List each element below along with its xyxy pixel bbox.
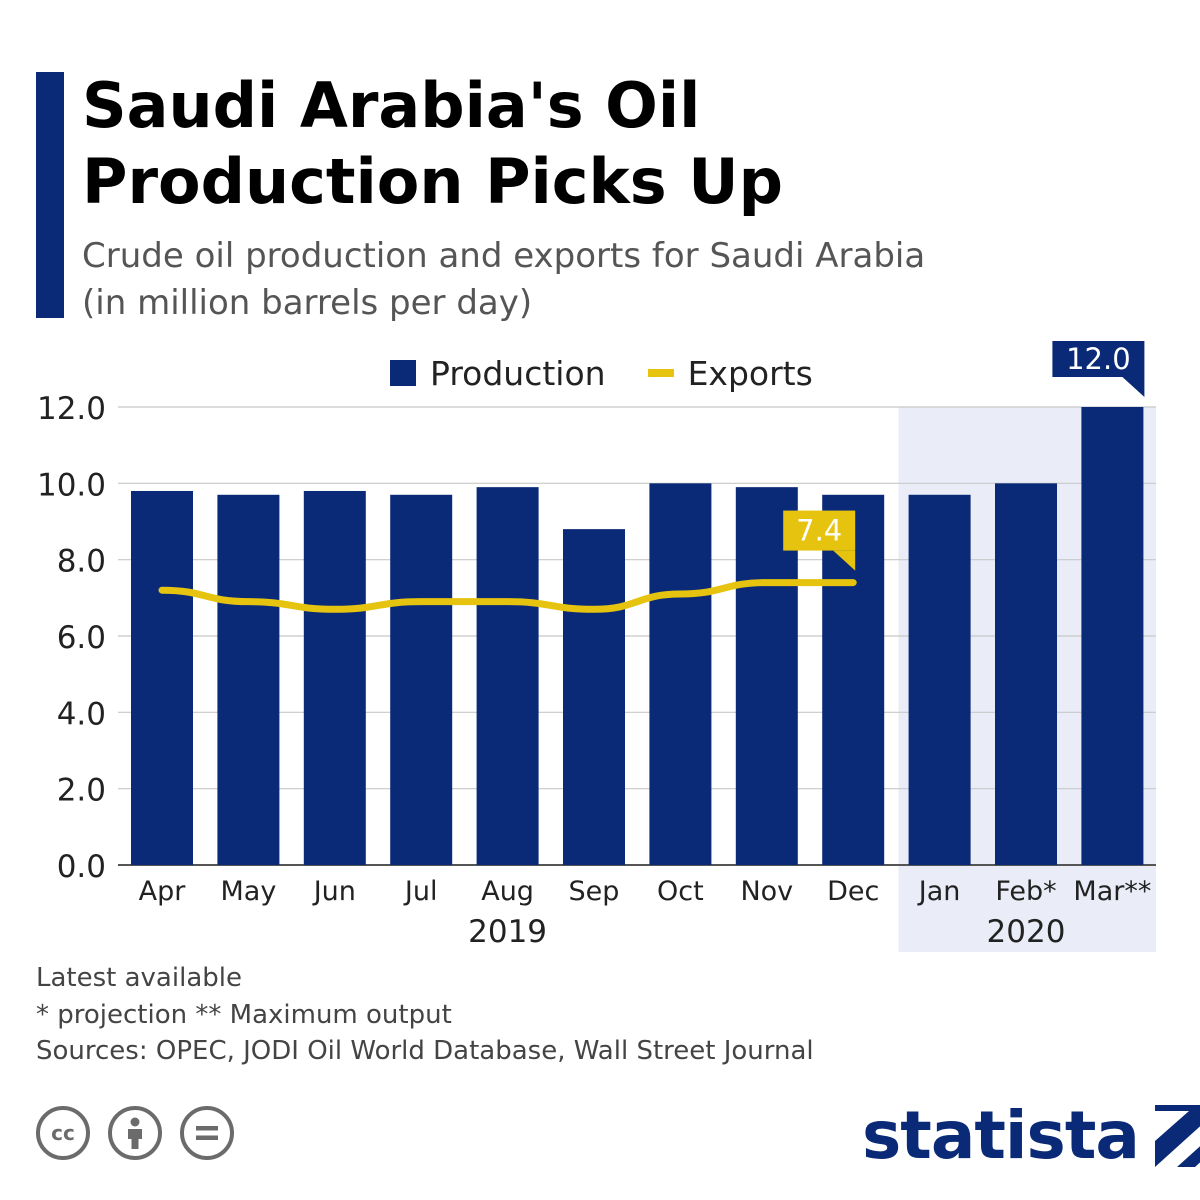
y-tick-label: 6.0: [57, 620, 106, 656]
x-tick-label: Sep: [569, 876, 620, 907]
statista-logo[interactable]: statista: [862, 1096, 1200, 1176]
bar-production-Aug: [476, 487, 539, 865]
attribution-icon[interactable]: [108, 1106, 162, 1160]
x-tick-label: May: [220, 876, 276, 907]
source-notes: Latest available * projection ** Maximum…: [36, 960, 814, 1070]
x-tick-label: Jan: [917, 876, 961, 907]
bar-production-Jan: [908, 494, 971, 865]
y-tick-label: 4.0: [57, 696, 106, 732]
logo-mark-icon: [1154, 1105, 1200, 1167]
legend-label-exports: Exports: [687, 353, 813, 393]
title-accent-bar: [36, 72, 64, 318]
x-tick-label: Dec: [827, 876, 879, 907]
cc-icon[interactable]: cc: [36, 1106, 90, 1160]
x-tick-label: Jun: [312, 876, 356, 907]
x-tick-label: Mar**: [1073, 876, 1151, 907]
legend-item-exports: Exports: [647, 353, 813, 393]
bar-production-Oct: [649, 483, 712, 865]
callout-pointer-production: [1122, 377, 1145, 397]
x-tick-label: Jul: [403, 876, 438, 907]
y-tick-label: 0.0: [57, 849, 106, 885]
x-tick-label: Nov: [740, 876, 793, 907]
bar-production-Apr: [131, 490, 193, 865]
bar-production-Jul: [390, 494, 453, 865]
callout-box-exports: [783, 510, 856, 551]
callout-label-exports: 7.4: [796, 514, 842, 548]
chart-legend: Production Exports: [390, 352, 855, 394]
chart-title-line1: Saudi Arabia's Oil: [82, 69, 701, 142]
y-tick-label: 8.0: [57, 544, 106, 580]
no-derivatives-icon[interactable]: [180, 1106, 234, 1160]
bar-production-Mar**: [1081, 407, 1144, 865]
y-tick-label: 2.0: [57, 773, 106, 809]
legend-swatch-production: [390, 360, 416, 386]
chart-area: 0.0 2.0 4.0 6.0 8.0 10.0 12.0 Apr May Jun Jul Aug Se…: [37, 341, 1156, 952]
bar-production-Jun: [303, 490, 366, 865]
legend-label-production: Production: [430, 353, 606, 393]
chart-subtitle-line2: (in million barrels per day): [82, 283, 533, 323]
license-icons: cc: [36, 1106, 252, 1160]
x-tick-label: Oct: [657, 876, 704, 907]
legend-swatch-exports: [647, 369, 674, 377]
y-tick-label: 12.0: [37, 391, 106, 427]
chart-title: Saudi Arabia's Oil Production Picks Up: [82, 68, 1142, 220]
legend-item-production: Production: [390, 354, 606, 393]
chart-subtitle: Crude oil production and exports for Sau…: [82, 233, 1162, 327]
x-tick-label: Apr: [139, 876, 187, 907]
logo-wordmark: statista: [862, 1097, 1140, 1174]
note-footnotes: * projection ** Maximum output: [36, 999, 452, 1030]
line-exports: [158, 579, 857, 613]
year-label-2020: 2020: [987, 914, 1066, 950]
note-latest-available: Latest available: [36, 963, 242, 993]
bar-production-Sep: [563, 529, 625, 865]
x-tick-label: Aug: [481, 876, 534, 907]
callout-pointer-exports: [833, 550, 856, 571]
x-tick-label: Feb*: [995, 876, 1056, 907]
year-label-2019: 2019: [468, 914, 547, 950]
bar-production-May: [217, 494, 280, 865]
chart-title-line2: Production Picks Up: [82, 145, 783, 218]
callout-label-production: 12.0: [1066, 342, 1131, 376]
callout-box-production: [1052, 341, 1145, 377]
note-sources: Sources: OPEC, JODI Oil World Database, …: [36, 1036, 814, 1066]
y-tick-label: 10.0: [37, 467, 106, 503]
chart-subtitle-line1: Crude oil production and exports for Sau…: [82, 236, 926, 276]
bar-production-Feb*: [995, 483, 1057, 865]
